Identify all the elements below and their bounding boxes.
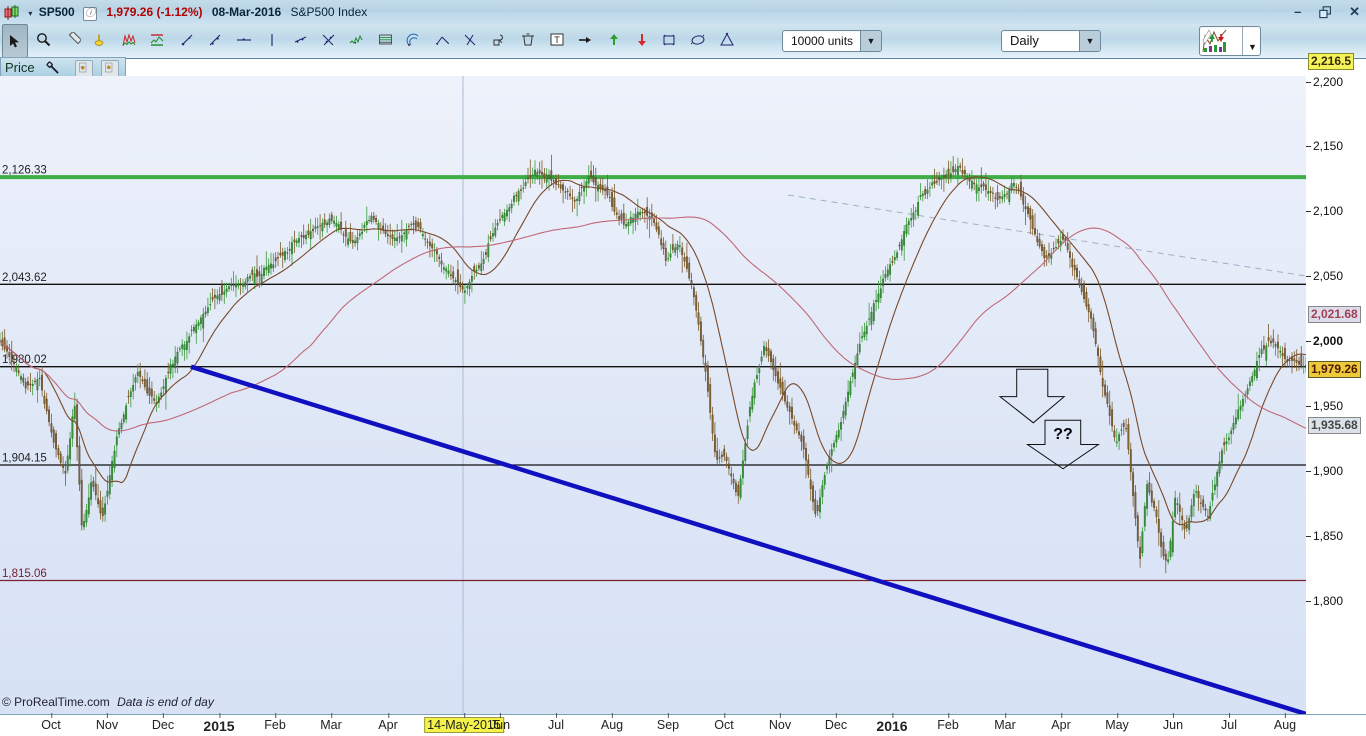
- svg-text:2,126.33: 2,126.33: [2, 165, 47, 177]
- svg-text:2,043.62: 2,043.62: [2, 272, 47, 284]
- svg-text:1,904.15: 1,904.15: [2, 453, 47, 465]
- svg-text:T: T: [554, 35, 560, 45]
- svg-text:??: ??: [1053, 426, 1073, 443]
- svg-text:1,815.06: 1,815.06: [2, 568, 47, 580]
